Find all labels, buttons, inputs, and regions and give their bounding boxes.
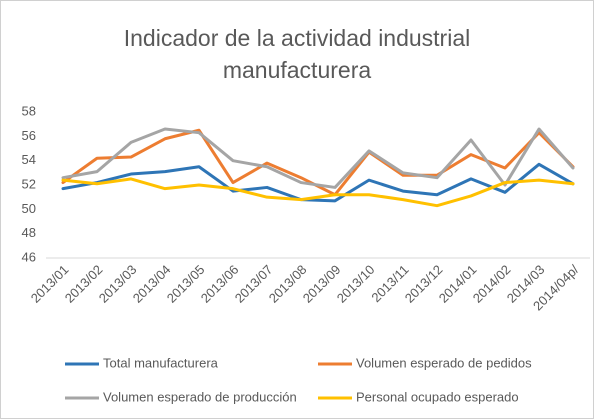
y-tick-label: 54 — [22, 152, 36, 167]
series-line — [61, 162, 575, 203]
chart-title: Indicador de la actividad industrial man… — [123, 25, 471, 83]
y-tick-label: 52 — [22, 176, 36, 191]
series-line — [61, 177, 575, 208]
series-line — [61, 127, 575, 189]
x-tick-label: 2013/10 — [334, 262, 378, 306]
legend-label: Volumen esperado de producción — [103, 389, 297, 404]
y-tick-label: 56 — [22, 128, 36, 143]
legend-label: Total manufacturera — [103, 355, 219, 370]
y-tick-label: 46 — [22, 249, 36, 264]
y-tick-label: 48 — [22, 225, 36, 240]
y-tick-label: 50 — [22, 201, 36, 216]
y-tick-label: 58 — [22, 103, 36, 118]
legend-label: Personal ocupado esperado — [356, 389, 519, 404]
legend-label: Volumen esperado de pedidos — [356, 355, 532, 370]
